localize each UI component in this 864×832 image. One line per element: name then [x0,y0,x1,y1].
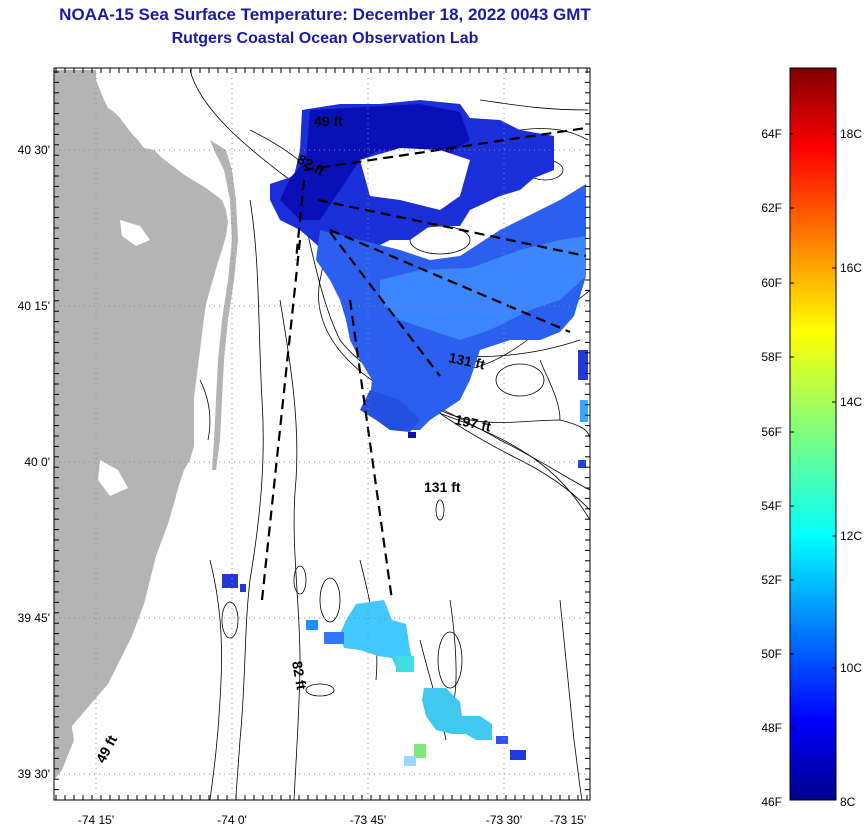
sst-south-cluster [340,600,414,672]
lat-label: 40 0' [24,455,50,469]
lon-label: -73 15' [550,813,586,827]
colorbar-c-label: 14C [840,395,862,409]
sst-plume-light [380,236,586,340]
sst-south-9 [404,756,416,766]
colorbar-f-label: 56F [761,425,782,439]
colorbar-c-label: 16C [840,261,862,275]
map-grid [54,68,590,800]
inlet-2 [120,220,150,246]
lon-label: -74 15' [78,813,114,827]
lat-label: 39 30' [18,767,50,781]
colorbar-gradient [789,67,837,801]
colorbar-f-label: 58F [761,350,782,364]
colorbar-f-label: 50F [761,647,782,661]
sst-cluster-north-dark [280,104,470,220]
survey-lines [260,126,587,601]
map-ticks [54,68,590,800]
sst-dot [408,432,416,438]
colorbar-f-label: 52F [761,573,782,587]
colorbar-c-label: 10C [840,661,862,675]
lat-label: 39 45' [18,611,50,625]
sst-plume-tail [360,390,420,432]
colorbar-c-label: 12C [840,529,862,543]
depth-label: 131 ft [424,479,461,495]
colorbar-c-label: 8C [840,795,856,809]
lon-label: -73 45' [350,813,386,827]
sst-south-5 [396,656,414,672]
depth-label: 197 ft [453,411,492,434]
map-title: NOAA-15 Sea Surface Temperature: Decembe… [59,5,591,24]
sst-south-3 [324,632,344,644]
colorbar-f-label: 60F [761,276,782,290]
lat-label: 40 30' [18,143,50,157]
sst-southeast-cluster [422,688,492,740]
colorbar-f-label: 54F [761,499,782,513]
depth-label: 82 ft [289,660,310,691]
colorbar-f-label: 64F [761,127,782,141]
land-mass [54,70,228,752]
sst-south-8 [414,744,426,758]
sst-south-7 [496,736,508,744]
sst-data-layer [222,100,588,766]
sst-south-2 [240,584,246,592]
lon-label: -73 30' [486,813,522,827]
map-subtitle: Rutgers Coastal Ocean Observation Lab [171,30,479,47]
map-frame [53,67,591,801]
sst-gap [360,148,470,210]
inlet-1 [150,120,182,140]
sst-edge-patch-2 [580,400,588,422]
colorbar-f-label: 48F [761,721,782,735]
lon-label: -74 0' [217,813,247,827]
sst-south-6 [510,750,526,760]
sst-edge-patch [578,350,588,380]
sst-edge-patch-3 [578,460,586,468]
colorbar-ticks [790,133,836,729]
sst-south-1 [222,574,238,588]
colorbar-f-label: 62F [761,201,782,215]
barrier-island [210,140,238,470]
lat-label: 40 15' [18,299,50,313]
colorbar-f-label: 46F [761,795,782,809]
depth-label: 49 ft [314,113,343,129]
sst-south-4 [306,620,318,630]
land-patch-south [54,716,74,780]
depth-label: 131 ft [447,349,486,372]
colorbar-c-label: 18C [840,127,862,141]
inlet-3 [98,460,128,496]
